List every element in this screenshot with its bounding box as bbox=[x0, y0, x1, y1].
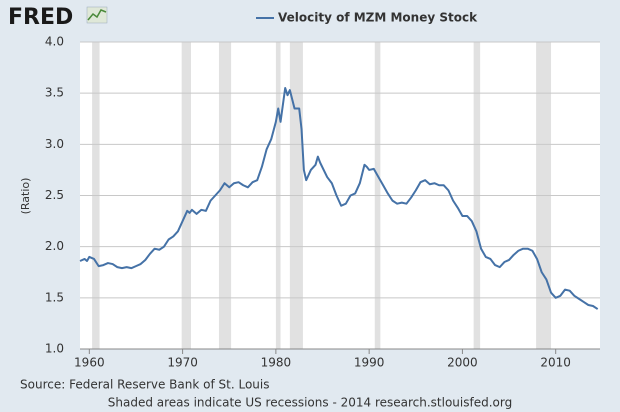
recession-note: Shaded areas indicate US recessions - 20… bbox=[108, 396, 512, 410]
y-tick-label: 3.5 bbox=[45, 86, 64, 100]
x-tick-label: 2000 bbox=[447, 356, 478, 370]
legend-label: Velocity of MZM Money Stock bbox=[278, 11, 478, 25]
source-note: Source: Federal Reserve Bank of St. Loui… bbox=[20, 378, 269, 392]
x-tick-label: 1970 bbox=[167, 356, 198, 370]
y-tick-label: 2.0 bbox=[45, 239, 64, 253]
x-tick-label: 1990 bbox=[354, 356, 385, 370]
x-tick-label: 2010 bbox=[540, 356, 571, 370]
logo-icon bbox=[86, 6, 108, 24]
x-tick-label: 1960 bbox=[74, 356, 105, 370]
series-line bbox=[79, 87, 599, 310]
y-tick-label: 1.0 bbox=[45, 342, 64, 356]
y-axis-label: (Ratio) bbox=[19, 178, 32, 215]
logo: FRED bbox=[8, 5, 73, 30]
y-tick-label: 3.0 bbox=[45, 137, 64, 151]
y-tick-label: 4.0 bbox=[45, 35, 64, 49]
y-tick-label: 2.5 bbox=[45, 188, 64, 202]
x-tick-label: 1980 bbox=[261, 356, 292, 370]
y-tick-label: 1.5 bbox=[45, 290, 64, 304]
